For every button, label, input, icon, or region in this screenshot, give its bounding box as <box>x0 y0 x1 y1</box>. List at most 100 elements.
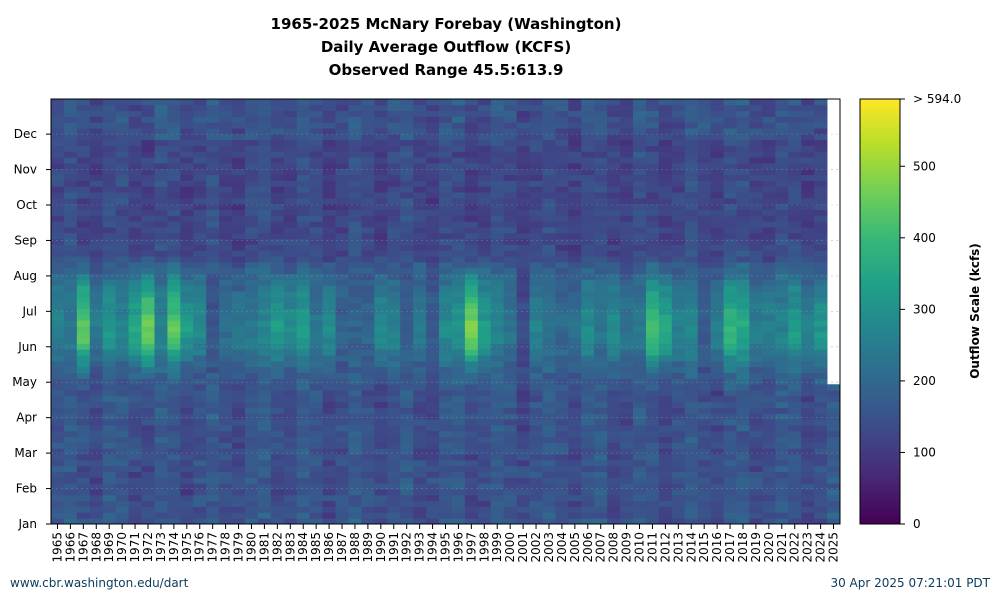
heatmap-cell <box>180 489 194 496</box>
heatmap-cell <box>620 355 634 362</box>
heatmap-cell <box>607 133 621 141</box>
heatmap-cell <box>115 483 129 490</box>
heatmap-cell <box>490 302 505 309</box>
heatmap-cell <box>167 215 181 222</box>
heatmap-cell <box>361 273 375 280</box>
footer-source-link[interactable]: www.cbr.washington.edu/dart <box>10 576 189 590</box>
heatmap-cell <box>736 459 750 467</box>
heatmap-cell <box>309 331 324 339</box>
heatmap-cell <box>477 250 492 257</box>
heatmap-cell <box>128 221 142 228</box>
heatmap-cell <box>439 168 453 176</box>
heatmap-cell <box>232 116 246 123</box>
heatmap-cell <box>762 116 776 123</box>
heatmap-cell <box>335 238 349 245</box>
heatmap-cell <box>710 384 724 391</box>
heatmap-cell <box>154 436 168 443</box>
heatmap-cell <box>464 483 479 490</box>
heatmap-cell <box>180 151 194 158</box>
heatmap-cell <box>257 192 272 199</box>
heatmap-cell <box>697 320 712 327</box>
heatmap-cell <box>283 378 298 385</box>
heatmap-cell <box>762 419 776 426</box>
heatmap-cell <box>503 192 518 199</box>
heatmap-cell <box>439 512 453 519</box>
heatmap-cell <box>814 448 828 455</box>
heatmap-cell <box>788 366 802 374</box>
heatmap-cell <box>51 500 65 507</box>
heatmap-cell <box>684 430 699 438</box>
heatmap-cell <box>245 180 259 187</box>
heatmap-cell <box>89 221 104 228</box>
heatmap-cell <box>322 360 336 368</box>
heatmap-cell <box>607 227 621 234</box>
heatmap-cell <box>581 326 595 333</box>
heatmap-cell <box>620 262 634 269</box>
heatmap-cell <box>426 425 440 432</box>
heatmap-cell <box>736 302 750 309</box>
heatmap-cell <box>63 122 78 129</box>
heatmap-cell <box>374 267 388 275</box>
heatmap-cell <box>762 384 776 391</box>
heatmap-cell <box>568 267 582 275</box>
heatmap-cell <box>335 337 349 344</box>
heatmap-cell <box>141 291 155 298</box>
heatmap-cell <box>296 296 311 304</box>
heatmap-cell <box>775 291 789 298</box>
heatmap-cell <box>283 139 298 146</box>
heatmap-cell <box>63 500 78 507</box>
heatmap-cell <box>568 221 582 228</box>
heatmap-cell <box>477 518 492 525</box>
heatmap-cell <box>814 442 828 449</box>
heatmap-cell <box>633 203 647 211</box>
heatmap-cell <box>788 168 802 176</box>
heatmap-cell <box>451 401 466 408</box>
heatmap-cell <box>128 378 142 385</box>
heatmap-cell <box>219 116 233 123</box>
heatmap-cell <box>684 407 699 414</box>
heatmap-cell <box>115 186 129 193</box>
heatmap-cell <box>723 168 737 176</box>
heatmap-cell <box>671 471 686 478</box>
heatmap-cell <box>400 209 414 216</box>
heatmap-cell <box>788 203 802 211</box>
heatmap-cell <box>529 395 543 403</box>
heatmap-cell <box>245 209 259 216</box>
heatmap-cell <box>115 430 129 438</box>
heatmap-cell <box>206 477 220 484</box>
heatmap-cell <box>645 139 660 146</box>
heatmap-cell <box>503 215 518 222</box>
heatmap-cell <box>257 494 272 502</box>
heatmap-cell <box>335 454 349 461</box>
heatmap-cell <box>348 203 362 211</box>
heatmap-cell <box>270 302 285 309</box>
heatmap-cell <box>555 413 569 420</box>
x-tick-label: 1977 <box>206 532 220 563</box>
heatmap-cell <box>361 442 375 449</box>
heatmap-cell <box>594 349 608 356</box>
heatmap-cell <box>439 110 453 117</box>
heatmap-cell <box>710 401 724 408</box>
heatmap-cell <box>283 174 298 181</box>
heatmap-cell <box>76 500 91 507</box>
heatmap-cell <box>76 442 91 449</box>
heatmap-cell <box>102 203 117 211</box>
heatmap-cell <box>684 494 699 502</box>
heatmap-cell <box>658 518 673 525</box>
heatmap-cell <box>762 163 776 170</box>
heatmap-cell <box>115 174 129 181</box>
heatmap-cell <box>736 372 750 379</box>
heatmap-cell <box>154 465 168 472</box>
heatmap-cell <box>374 448 388 455</box>
heatmap-cell <box>115 454 129 461</box>
heatmap-cell <box>413 401 427 408</box>
heatmap-cell <box>594 343 608 350</box>
heatmap-cell <box>451 308 466 315</box>
heatmap-cell <box>814 133 828 141</box>
heatmap-cell <box>206 116 220 123</box>
heatmap-cell <box>477 489 492 496</box>
heatmap-cell <box>322 180 336 187</box>
heatmap-cell <box>607 506 621 513</box>
heatmap-cell <box>232 331 246 339</box>
heatmap-cell <box>620 518 634 525</box>
